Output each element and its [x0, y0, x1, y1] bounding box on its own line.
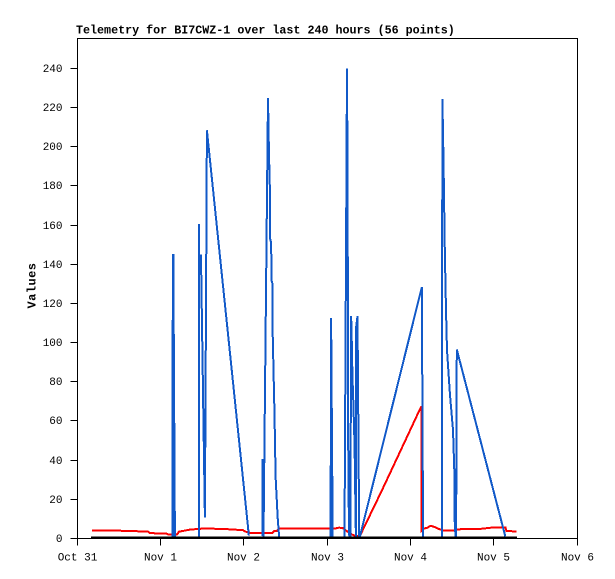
svg-text:100: 100 — [43, 338, 63, 350]
svg-text:Nov 5: Nov 5 — [477, 553, 510, 565]
svg-text:200: 200 — [43, 142, 63, 154]
svg-text:140: 140 — [43, 260, 63, 272]
svg-text:220: 220 — [43, 103, 63, 115]
svg-text:0: 0 — [56, 534, 63, 546]
svg-text:Nov 6: Nov 6 — [561, 553, 594, 565]
svg-text:Nov 2: Nov 2 — [227, 553, 260, 565]
svg-text:40: 40 — [49, 456, 62, 468]
svg-text:80: 80 — [49, 377, 62, 389]
svg-text:180: 180 — [43, 181, 63, 193]
svg-text:Nov 4: Nov 4 — [394, 553, 427, 565]
svg-text:Oct 31: Oct 31 — [58, 553, 98, 565]
svg-text:20: 20 — [49, 495, 62, 507]
svg-text:120: 120 — [43, 299, 63, 311]
svg-text:240: 240 — [43, 64, 63, 76]
svg-text:Nov 3: Nov 3 — [311, 553, 344, 565]
svg-text:Nov 1: Nov 1 — [144, 553, 177, 565]
svg-text:160: 160 — [43, 221, 63, 233]
svg-text:Telemetry for BI7CWZ-1 over la: Telemetry for BI7CWZ-1 over last 240 hou… — [76, 24, 455, 38]
svg-text:Values: Values — [25, 263, 39, 309]
svg-text:60: 60 — [49, 416, 62, 428]
